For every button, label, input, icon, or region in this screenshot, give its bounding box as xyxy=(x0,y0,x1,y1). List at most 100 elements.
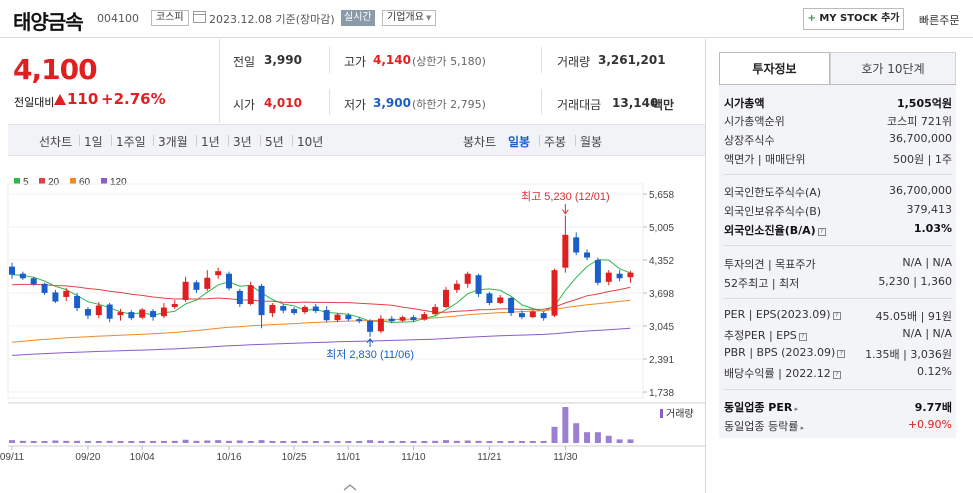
candle-body xyxy=(95,305,102,316)
divider xyxy=(541,47,542,73)
volume-bar xyxy=(497,441,504,443)
candle-body xyxy=(247,285,254,305)
tab-investment-info[interactable]: 투자정보 xyxy=(719,52,830,85)
volume-bar xyxy=(258,440,265,443)
dividend-row: 배당수익률 | 2022.12? 0.12% xyxy=(724,365,952,382)
tab-3-years[interactable]: 3년 xyxy=(228,135,252,149)
tab-orderbook-10[interactable]: 호가 10단계 xyxy=(830,52,956,85)
high-label: 고가 xyxy=(344,55,367,69)
volume-bar xyxy=(377,440,384,443)
tab-1-week[interactable]: 1주일 xyxy=(111,135,146,149)
opinion-value: N/A | N/A xyxy=(902,256,952,269)
realtime-button[interactable]: 실시간 xyxy=(341,10,375,26)
candle-body xyxy=(301,307,308,313)
candle-body xyxy=(551,270,558,316)
tab-line-chart[interactable]: 선차트 xyxy=(39,135,73,149)
per-value: 45.05배 | 91원 xyxy=(875,310,952,323)
tab-candle-chart[interactable]: 봉차트 xyxy=(463,135,497,149)
volume-bar xyxy=(301,441,308,443)
tab-1-day[interactable]: 1일 xyxy=(79,135,103,149)
candle-body xyxy=(171,304,178,308)
divider xyxy=(724,298,952,299)
listed-shares-label: 상장주식수 xyxy=(724,134,775,147)
tab-monthly-candle[interactable]: 월봉 xyxy=(574,135,603,149)
volume-bar xyxy=(443,440,449,443)
trade-amount-label: 거래대금 xyxy=(557,98,602,112)
volume-value: 3,261,201 xyxy=(598,53,666,67)
candle-body xyxy=(63,290,70,297)
tab-weekly-candle[interactable]: 주봉 xyxy=(538,135,567,149)
candle-body xyxy=(443,289,449,308)
sector-change-value: +0.90% xyxy=(907,418,952,431)
quick-order-link[interactable]: 빠른주문 xyxy=(919,14,960,27)
candle-body xyxy=(312,306,319,312)
volume-bar xyxy=(160,441,167,443)
help-icon[interactable]: ? xyxy=(798,333,807,341)
candle-body xyxy=(410,317,417,321)
trade-amount-value: 13,140 xyxy=(612,96,659,110)
company-overview-dropdown[interactable]: 기업개요 ▼ xyxy=(382,10,437,26)
volume-bar xyxy=(399,441,406,443)
listed-shares-value: 36,700,000 xyxy=(889,132,952,145)
est-per-label: 추정PER | EPS xyxy=(724,329,797,342)
candle-body xyxy=(562,234,569,268)
legend-swatch xyxy=(14,178,20,184)
add-my-stock-button[interactable]: + MY STOCK 추가 xyxy=(803,8,904,30)
divider xyxy=(541,89,542,115)
tab-1-year[interactable]: 1년 xyxy=(196,135,220,149)
help-icon[interactable]: ? xyxy=(832,371,841,379)
foreign-holding-label: 외국인보유주식수(B) xyxy=(724,205,822,218)
tab-5-years[interactable]: 5년 xyxy=(260,135,284,149)
sector-change-row: 동일업종 등락률 ▸ +0.90% xyxy=(724,418,952,435)
volume-bar xyxy=(529,441,536,443)
dividend-value: 0.12% xyxy=(917,365,952,378)
help-icon[interactable]: ? xyxy=(832,312,841,320)
volume-bar xyxy=(312,441,319,443)
help-icon[interactable]: ? xyxy=(837,350,846,358)
legend-swatch xyxy=(70,178,76,184)
tab-3-months[interactable]: 3개월 xyxy=(153,135,188,149)
volume-bar xyxy=(410,441,417,443)
candle-body xyxy=(464,273,471,284)
x-tick-label: 09/11 xyxy=(0,452,25,463)
tab-10-years[interactable]: 10년 xyxy=(291,135,324,149)
prev-close-label: 전일 xyxy=(233,55,256,69)
ma-line-5 xyxy=(11,259,631,323)
volume-bar xyxy=(475,440,482,443)
volume-bar xyxy=(95,441,102,443)
candle-body xyxy=(399,317,406,321)
candle-body xyxy=(215,271,222,276)
volume-label: 거래량 xyxy=(557,55,591,69)
foreign-rate-label: 외국인소진율(B/A) xyxy=(724,224,816,237)
help-icon[interactable]: ? xyxy=(817,228,826,236)
change-label: 전일대비 xyxy=(14,96,55,109)
candle-body xyxy=(160,307,167,317)
candle-body xyxy=(377,318,384,332)
candle-body xyxy=(345,315,352,320)
plus-icon: + xyxy=(807,13,816,24)
chart-period-tabs: 선차트 1일 1주일 3개월 1년 3년 5년 10년 봉차트 일봉 주봉 월봉 xyxy=(8,124,705,156)
up-arrow-icon xyxy=(54,94,66,105)
volume-bar xyxy=(594,432,601,443)
pbr-label: PBR | BPS (2023.09) xyxy=(724,346,836,359)
tab-daily-candle[interactable]: 일봉 xyxy=(508,135,531,149)
sector-per-label[interactable]: 동일업종 PER xyxy=(724,401,793,414)
candle-body xyxy=(139,309,146,318)
y-tick-label: 5,005 xyxy=(649,223,674,234)
candle-body xyxy=(150,311,157,318)
candle-body xyxy=(605,272,612,282)
per-label: PER | EPS(2023.09) xyxy=(724,308,831,321)
candle-body xyxy=(226,273,232,289)
y-axis: 5,658 5,005 4,352 3,698 3,045 2,391 1,738 xyxy=(643,190,674,399)
volume-bar xyxy=(106,440,113,443)
chevron-up-icon[interactable] xyxy=(343,484,357,491)
price-plot-area xyxy=(7,183,644,399)
stock-header: 태양금속 004100 코스피 2023.12.08 기준(장마감) 실시간 기… xyxy=(0,0,973,38)
dividend-label: 배당수익률 | 2022.12 xyxy=(724,367,831,380)
y-tick-label: 3,698 xyxy=(649,289,674,300)
week52-row: 52주최고 | 최저 5,230 | 1,360 xyxy=(724,275,952,292)
sector-change-label[interactable]: 동일업종 등락률 xyxy=(724,420,799,433)
pbr-row: PBR | BPS (2023.09)? 1.35배 | 3,036원 xyxy=(724,346,952,363)
stock-chart[interactable]: 5 20 60 120 5,658 5,005 4,352 3,698 3,045 2,391 1… xyxy=(0,157,705,493)
foreign-rate-row: 외국인소진율(B/A)? 1.03% xyxy=(724,222,952,239)
